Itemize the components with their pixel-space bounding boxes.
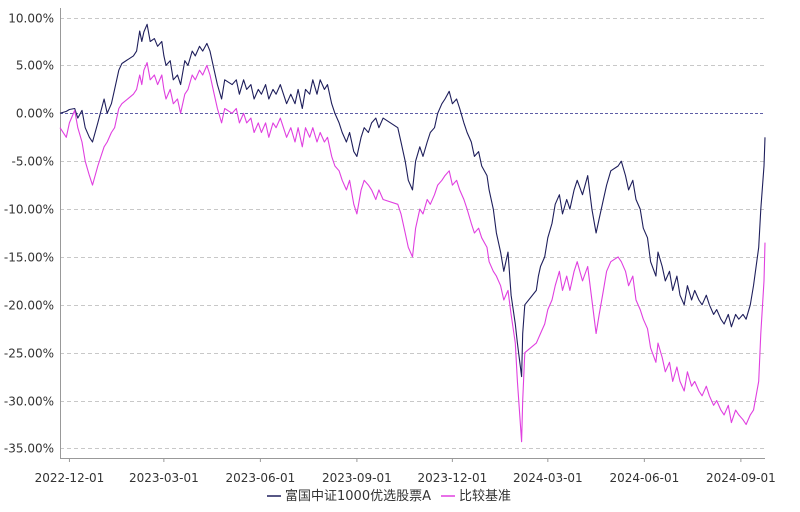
x-tick-label: 2022-12-01 [35,471,105,485]
series-line-2 [59,62,766,443]
y-tick-label: -25.00% [4,347,54,361]
grid-layer [60,18,765,449]
x-tick-label: 2023-06-01 [226,471,296,485]
series-line-1 [59,23,766,378]
x-tick-label: 2023-03-01 [129,471,199,485]
y-tick-label: -15.00% [4,251,54,265]
axis-layer: 10.00% 5.00% 0.00% -5.00% -10.00% -15.00% -20.… [4,8,776,485]
y-tick-label: -30.00% [4,395,54,409]
legend: 富国中证1000优选股票A 比较基准 [267,488,511,504]
y-tick-label: 0.00% [16,107,54,121]
legend-label-1: 富国中证1000优选股票A [285,488,431,504]
y-tick-label: -5.00% [12,155,54,169]
series-layer [59,23,766,443]
legend-label-2: 比较基准 [459,489,511,504]
y-tick-label: -10.00% [4,203,54,217]
y-tick-label: -20.00% [4,299,54,313]
y-tick-label: 5.00% [16,59,54,73]
x-tick-label: 2024-03-01 [513,471,583,485]
x-tick-label: 2023-12-01 [417,471,487,485]
y-tick-label: -35.00% [4,442,54,456]
y-tick-label: 10.00% [8,12,54,26]
x-tick-label: 2024-06-01 [609,471,679,485]
x-tick-label: 2023-09-01 [322,471,392,485]
x-tick-label: 2024-09-01 [706,471,776,485]
